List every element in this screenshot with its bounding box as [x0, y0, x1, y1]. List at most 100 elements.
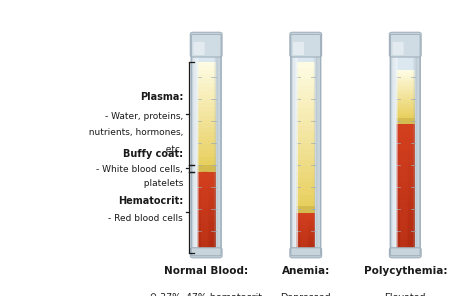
Bar — [396, 96, 415, 99]
Bar — [197, 204, 216, 208]
Bar — [197, 221, 216, 225]
Text: Buffy coat:: Buffy coat: — [123, 149, 183, 159]
Bar — [396, 118, 415, 124]
Bar — [296, 178, 315, 184]
FancyBboxPatch shape — [413, 55, 417, 253]
Bar — [396, 102, 415, 104]
Bar — [197, 153, 216, 157]
Bar — [396, 195, 415, 202]
Bar — [296, 213, 315, 215]
FancyBboxPatch shape — [314, 55, 318, 253]
Bar — [396, 234, 415, 240]
Bar — [396, 240, 415, 247]
Text: Depressed: Depressed — [281, 293, 331, 296]
FancyBboxPatch shape — [301, 213, 308, 253]
Bar — [197, 91, 216, 95]
Bar — [197, 180, 216, 184]
Bar — [296, 241, 315, 243]
FancyBboxPatch shape — [390, 34, 420, 256]
Bar — [396, 247, 415, 253]
Bar — [197, 70, 216, 75]
Bar — [296, 160, 315, 166]
Bar — [197, 83, 216, 87]
Bar — [296, 251, 315, 253]
Text: - White blood cells,: - White blood cells, — [96, 165, 183, 174]
FancyBboxPatch shape — [392, 42, 403, 55]
Bar — [396, 169, 415, 176]
Bar — [197, 124, 216, 128]
FancyBboxPatch shape — [191, 34, 221, 256]
Bar — [396, 74, 415, 76]
Text: ♀ 37%–47% hematocrit: ♀ 37%–47% hematocrit — [150, 293, 262, 296]
Bar — [197, 161, 216, 165]
Bar — [296, 74, 315, 79]
Text: Normal Blood:: Normal Blood: — [164, 266, 248, 276]
Bar — [296, 229, 315, 231]
Bar — [396, 116, 415, 118]
FancyBboxPatch shape — [293, 55, 298, 253]
Text: - Red blood cells: - Red blood cells — [109, 214, 183, 223]
Bar — [197, 245, 216, 249]
Bar — [396, 176, 415, 182]
Bar — [296, 166, 315, 172]
Bar — [197, 233, 216, 237]
Bar — [396, 99, 415, 100]
Text: platelets: platelets — [138, 179, 183, 188]
Bar — [296, 97, 315, 102]
Bar — [197, 79, 216, 83]
Bar — [197, 225, 216, 229]
FancyBboxPatch shape — [293, 42, 304, 55]
Bar — [296, 131, 315, 137]
Bar — [296, 91, 315, 97]
Bar — [296, 243, 315, 245]
Bar — [396, 93, 415, 95]
Bar — [197, 192, 216, 196]
Bar — [296, 227, 315, 229]
Bar — [197, 112, 216, 116]
Bar — [296, 62, 315, 68]
Bar — [396, 144, 415, 150]
Bar — [396, 81, 415, 83]
Bar — [296, 217, 315, 219]
FancyBboxPatch shape — [190, 32, 222, 57]
Bar — [396, 89, 415, 91]
FancyBboxPatch shape — [214, 55, 218, 253]
Bar — [296, 219, 315, 221]
Bar — [396, 104, 415, 106]
Bar — [396, 124, 415, 131]
Bar — [197, 200, 216, 204]
Bar — [197, 172, 216, 176]
Text: Elevated: Elevated — [384, 293, 426, 296]
Bar — [396, 108, 415, 110]
Bar — [197, 157, 216, 161]
Bar — [197, 188, 216, 192]
Bar — [296, 231, 315, 233]
Bar — [396, 131, 415, 137]
Bar — [197, 213, 216, 216]
Bar — [296, 201, 315, 207]
Bar — [296, 137, 315, 143]
Bar — [296, 85, 315, 91]
Bar — [197, 95, 216, 99]
Bar — [396, 110, 415, 112]
FancyBboxPatch shape — [390, 248, 421, 258]
Bar — [197, 176, 216, 180]
Bar — [296, 223, 315, 225]
Text: Polycythemia:: Polycythemia: — [364, 266, 447, 276]
Bar — [396, 78, 415, 80]
FancyBboxPatch shape — [193, 55, 199, 253]
FancyBboxPatch shape — [190, 248, 222, 258]
Bar — [296, 155, 315, 160]
Bar — [197, 184, 216, 188]
FancyBboxPatch shape — [196, 55, 217, 253]
Bar — [197, 103, 216, 107]
Bar — [396, 214, 415, 221]
Bar — [396, 70, 415, 72]
Bar — [197, 165, 216, 172]
Bar — [197, 128, 216, 132]
Bar — [396, 95, 415, 96]
Bar — [296, 189, 315, 195]
Bar — [296, 126, 315, 131]
Bar — [296, 172, 315, 178]
Bar — [197, 237, 216, 241]
